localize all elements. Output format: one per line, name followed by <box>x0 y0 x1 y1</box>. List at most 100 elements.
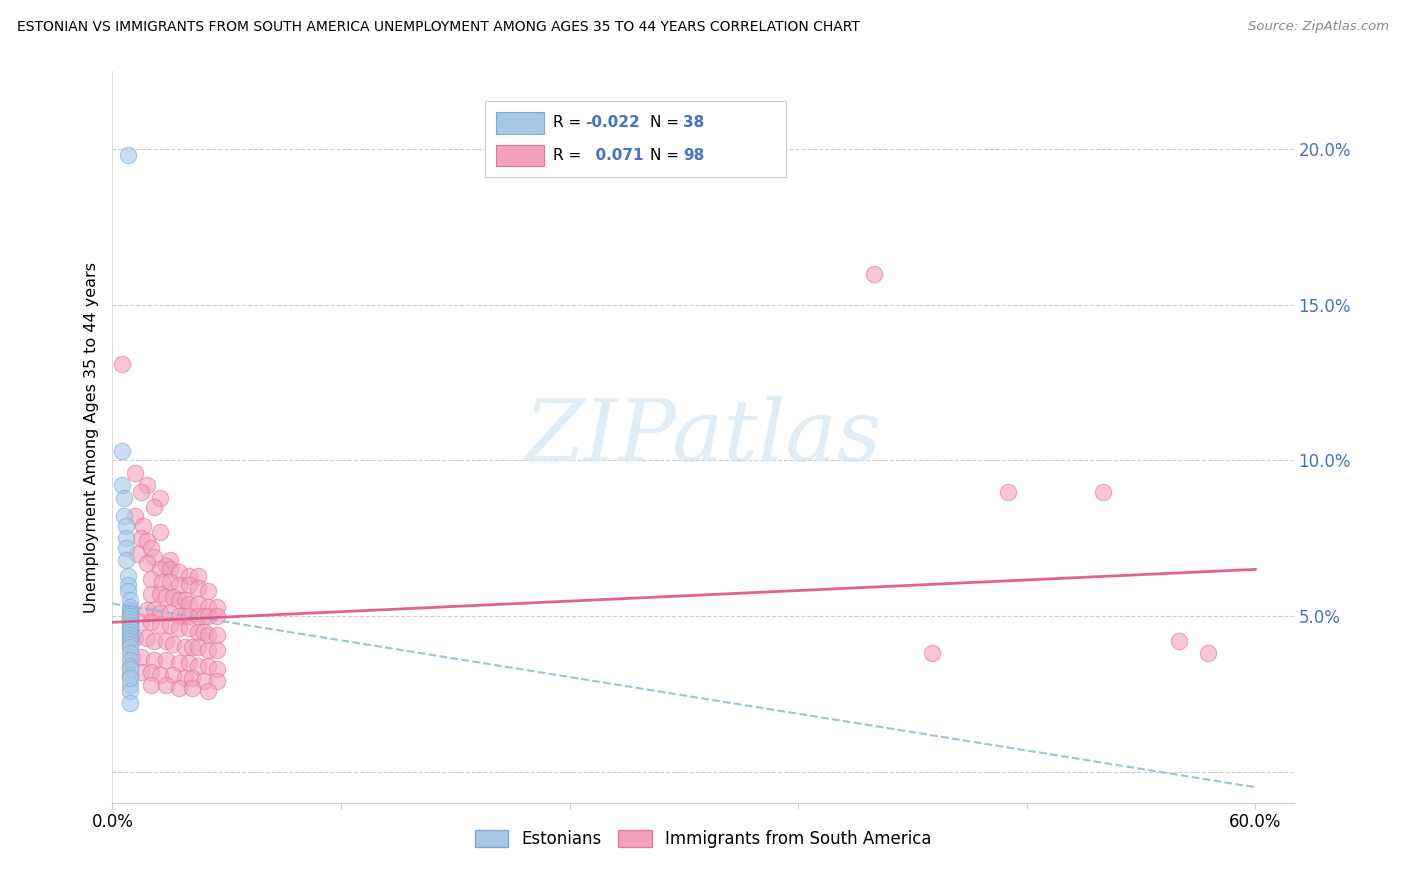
Point <box>124 466 146 480</box>
Point <box>135 534 157 549</box>
Text: N =: N = <box>650 148 683 163</box>
Point <box>124 509 146 524</box>
Point <box>162 668 184 682</box>
Point <box>155 591 177 605</box>
Point <box>139 615 162 630</box>
Point <box>112 509 135 524</box>
Point <box>177 597 200 611</box>
Point <box>118 652 141 666</box>
Point <box>207 643 229 657</box>
Point <box>150 574 173 589</box>
Point <box>139 572 162 586</box>
Point <box>149 587 172 601</box>
Point <box>111 357 134 371</box>
Point <box>117 148 139 162</box>
Point <box>143 603 166 617</box>
Point <box>143 549 166 564</box>
Point <box>197 683 219 698</box>
Point <box>162 637 184 651</box>
Point <box>143 500 166 515</box>
Point <box>118 668 141 682</box>
Point <box>118 612 141 626</box>
Point <box>129 484 152 499</box>
Point <box>129 531 152 545</box>
Point <box>114 531 136 545</box>
Point <box>132 518 155 533</box>
Point <box>118 615 141 630</box>
Point <box>135 631 157 645</box>
Point <box>135 478 157 492</box>
Point <box>143 634 166 648</box>
Y-axis label: Unemployment Among Ages 35 to 44 years: Unemployment Among Ages 35 to 44 years <box>83 261 98 613</box>
Point <box>118 658 141 673</box>
Point <box>181 671 204 685</box>
Point <box>207 674 229 689</box>
Point <box>139 677 162 691</box>
Point <box>118 603 141 617</box>
Text: R =: R = <box>553 115 586 130</box>
Point <box>118 628 141 642</box>
Bar <box>496 145 544 167</box>
Point <box>118 593 141 607</box>
Point <box>121 649 143 664</box>
Point <box>118 606 141 620</box>
Point <box>114 541 136 555</box>
Point <box>173 609 195 624</box>
Point <box>167 622 190 636</box>
Point <box>173 671 195 685</box>
Point <box>117 578 139 592</box>
Point <box>118 622 141 636</box>
Point <box>159 574 181 589</box>
Point <box>207 609 229 624</box>
Point <box>129 649 152 664</box>
Point <box>193 674 215 689</box>
Point <box>197 584 219 599</box>
Point <box>177 622 200 636</box>
Point <box>112 491 135 505</box>
Point <box>197 628 219 642</box>
Point <box>118 599 141 614</box>
Point <box>921 647 943 661</box>
Point <box>149 562 172 576</box>
Point <box>167 681 190 695</box>
Point <box>114 553 136 567</box>
Point <box>187 640 209 655</box>
Point <box>177 609 200 624</box>
Point <box>167 578 190 592</box>
Point <box>118 640 141 655</box>
Bar <box>496 112 544 134</box>
Point <box>193 624 215 639</box>
Point <box>149 606 172 620</box>
Point <box>118 618 141 632</box>
Point <box>177 578 200 592</box>
Text: ZIPatlas: ZIPatlas <box>524 396 882 478</box>
Point <box>167 593 190 607</box>
Point <box>167 566 190 580</box>
Text: N =: N = <box>650 115 683 130</box>
Point <box>187 597 209 611</box>
Point <box>997 484 1019 499</box>
Point <box>129 665 152 679</box>
Point <box>118 634 141 648</box>
Point <box>177 656 200 670</box>
Point <box>187 609 209 624</box>
Point <box>177 568 200 582</box>
Point <box>149 491 172 505</box>
Point <box>863 267 886 281</box>
Point <box>1168 634 1191 648</box>
Point <box>1197 647 1219 661</box>
Point <box>118 647 141 661</box>
Point <box>124 631 146 645</box>
Point <box>118 622 141 636</box>
Point <box>114 518 136 533</box>
Point <box>149 524 172 539</box>
Point <box>149 618 172 632</box>
Point <box>135 603 157 617</box>
Point <box>187 568 209 582</box>
Point <box>111 444 134 458</box>
Point <box>173 640 195 655</box>
Point <box>159 562 181 576</box>
Point <box>118 637 141 651</box>
Point <box>1092 484 1115 499</box>
Text: Source: ZipAtlas.com: Source: ZipAtlas.com <box>1249 20 1389 33</box>
